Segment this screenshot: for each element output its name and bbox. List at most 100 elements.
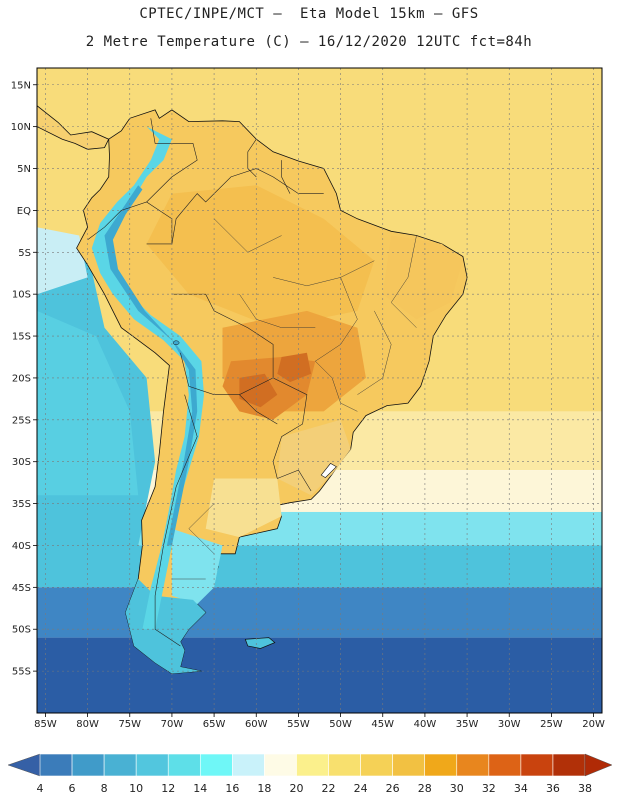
map-plot-area [37, 68, 602, 713]
ocean-band-6 [37, 637, 602, 713]
pacific-mild-zone [37, 227, 88, 295]
colorbar-cell [296, 753, 329, 777]
colorbar-cell [103, 753, 137, 777]
country-border-3 [239, 394, 278, 425]
country-border-7 [146, 118, 198, 203]
colorbar-label: 24 [354, 782, 368, 795]
ocean-band-4 [37, 545, 602, 588]
lat-tick-label: 45S [12, 583, 31, 594]
lat-tick-label: 10N [11, 122, 31, 133]
colorbar-cell [167, 753, 201, 777]
colorbar-label: 28 [418, 782, 432, 795]
axis-ticks: 85W 80W 75W 70W 65W 60W 55W 50W 45W 40W 35W 30W 25W 2… [11, 80, 605, 730]
temp-zone-nordeste-warm [382, 235, 463, 320]
state-border-0 [315, 277, 358, 362]
colorbar-cell [456, 753, 490, 777]
country-border-8 [247, 139, 257, 178]
lat-tick-label: 40S [12, 541, 31, 552]
colorbar-label: 36 [546, 782, 560, 795]
colorbar-label: 38 [578, 782, 592, 795]
colorbar-label: 14 [193, 782, 207, 795]
temp-zone-patagonia-cold [125, 579, 206, 674]
colorbar-label: 6 [69, 782, 76, 795]
colorbar-cell [264, 753, 297, 777]
lon-tick-label: 75W [118, 719, 141, 730]
lat-tick-label: 35S [12, 499, 31, 510]
colorbar-cell [424, 753, 458, 777]
lat-tick-label: 15N [11, 80, 31, 91]
colorbar-label: 10 [129, 782, 143, 795]
state-border-2 [239, 294, 316, 328]
temp-zone-pampas-warm [205, 478, 282, 538]
colorbar-high-arrow [584, 753, 613, 777]
colorbar-cell [328, 753, 361, 777]
lat-tick-label: 20S [12, 373, 31, 384]
colorbar-cell [199, 753, 233, 777]
lon-tick-label: 35W [456, 719, 479, 730]
lat-tick-label: 25S [12, 415, 31, 426]
map-subtitle: 2 Metre Temperature (C) – 16/12/2020 12U… [85, 34, 533, 50]
lat-tick-label: 5N [17, 164, 31, 175]
colorbar-cell [552, 753, 586, 777]
lon-tick-label: 60W [245, 719, 268, 730]
lat-tick-label: EQ [17, 206, 31, 217]
colorbar-cell [39, 753, 73, 777]
colorbar-label: 8 [101, 782, 108, 795]
lake-titicaca [172, 340, 180, 346]
temp-zone-paraguay-peak [239, 373, 278, 408]
lagoa-dos-patos [320, 463, 337, 478]
lat-tick-label: 15S [12, 332, 31, 343]
colorbar-label: 26 [386, 782, 400, 795]
lon-tick-label: 55W [287, 719, 310, 730]
lat-tick-label: 10S [12, 290, 31, 301]
lat-tick-label: 50S [12, 625, 31, 636]
temp-zone-patagonia-cool [171, 528, 223, 605]
colorbar-label: 16 [225, 782, 239, 795]
lon-tick-label: 25W [540, 719, 563, 730]
lon-tick-label: 45W [371, 719, 394, 730]
colorbar-cell [232, 753, 265, 777]
lat-tick-label: 55S [12, 667, 31, 678]
map-title: CPTEC/INPE/MCT – Eta Model 15km – GFS [139, 6, 479, 22]
colorbar-label: 4 [37, 782, 44, 795]
country-border-6 [87, 201, 173, 244]
colorbar-label: 18 [257, 782, 271, 795]
colorbar-cell [360, 753, 393, 777]
colorbar-label: 34 [514, 782, 528, 795]
central-america-land [37, 105, 110, 150]
colorbar-label: 32 [482, 782, 496, 795]
colorbar-label: 30 [450, 782, 464, 795]
state-border-5 [315, 361, 358, 412]
lon-tick-label: 85W [34, 719, 57, 730]
colorbar-label: 12 [161, 782, 175, 795]
country-border-5 [277, 469, 312, 492]
country-border-9 [281, 160, 291, 194]
colorbar-cell [135, 753, 169, 777]
falkland-islands [244, 637, 276, 649]
state-border-1 [273, 260, 375, 287]
lat-lon-grid [37, 68, 602, 713]
colorbar-cell [392, 753, 426, 777]
lon-tick-label: 30W [498, 719, 521, 730]
colorbar: 4 6 8 10 12 14 16 18 20 22 24 26 28 30 32 34 36 38 [7, 753, 613, 795]
temp-zone-pantanal-peak [277, 352, 312, 383]
map-frame [36, 67, 603, 714]
colorbar-label: 22 [322, 782, 336, 795]
lon-tick-label: 40W [414, 719, 437, 730]
state-border-7 [188, 503, 215, 554]
state-border-3 [357, 310, 392, 395]
lat-tick-label: 5S [18, 248, 31, 259]
lon-tick-label: 80W [76, 719, 99, 730]
colorbar-cell [520, 753, 554, 777]
temp-zone-south-brazil-mild [277, 419, 351, 496]
state-border-4 [390, 235, 417, 328]
colorbar-cell [488, 753, 522, 777]
lon-tick-label: 50W [329, 719, 352, 730]
temp-zone-amazon-warm [146, 185, 375, 328]
colorbar-cell [71, 753, 105, 777]
ocean-band-5 [37, 587, 602, 638]
lat-tick-label: 30S [12, 457, 31, 468]
lon-tick-label: 20W [582, 719, 605, 730]
lon-tick-label: 70W [161, 719, 184, 730]
